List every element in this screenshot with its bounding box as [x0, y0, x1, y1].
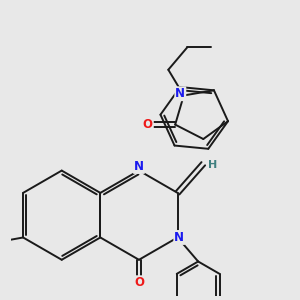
- Text: O: O: [143, 118, 153, 131]
- Text: N: N: [174, 231, 184, 244]
- Text: H: H: [208, 160, 218, 170]
- Text: N: N: [175, 87, 185, 100]
- Text: O: O: [134, 276, 144, 289]
- Text: N: N: [134, 160, 144, 173]
